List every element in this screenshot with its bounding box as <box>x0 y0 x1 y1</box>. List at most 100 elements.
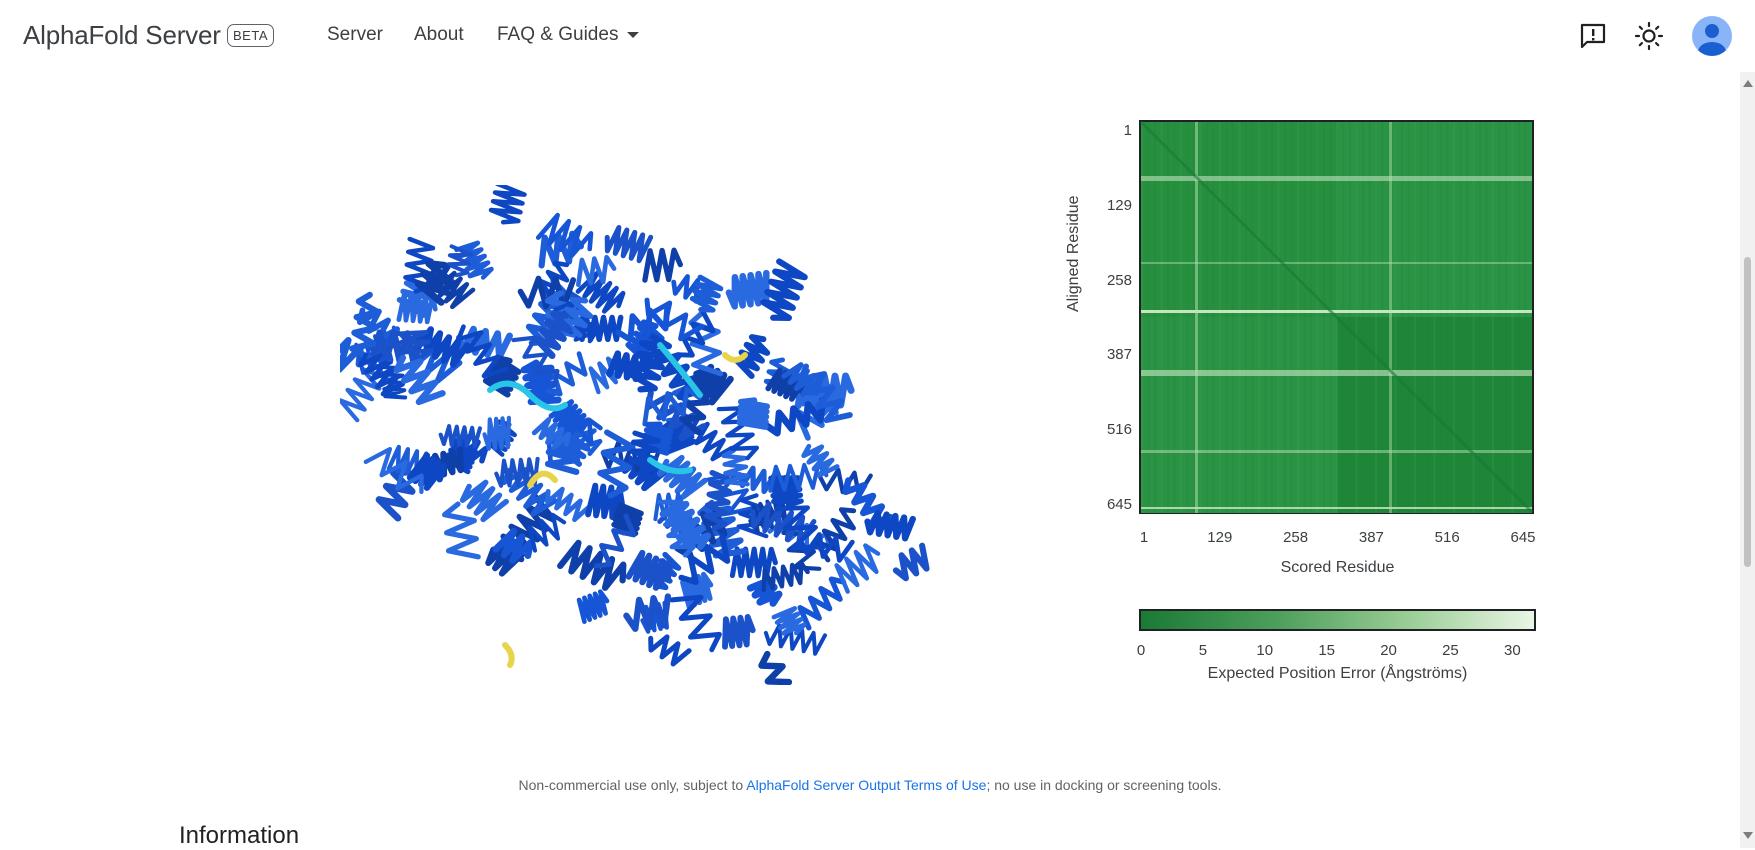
helix-segment <box>482 415 511 451</box>
pae-stripe <box>1303 122 1306 513</box>
pae-block <box>1141 317 1337 513</box>
pae-stripe <box>1290 122 1293 513</box>
scroll-up-icon[interactable] <box>1743 80 1753 87</box>
colorbar-tick-label: 15 <box>1318 642 1335 659</box>
helix-segment <box>736 493 772 539</box>
helix-segment <box>527 512 567 553</box>
helix-segment <box>494 456 540 488</box>
y-tick-label: 516 <box>1106 421 1132 439</box>
strand-segment <box>527 470 558 488</box>
pae-stripe <box>1206 122 1208 513</box>
pae-band <box>1141 176 1532 181</box>
helix-segment <box>729 546 778 579</box>
nav-about[interactable]: About <box>414 24 464 45</box>
scroll-down-icon[interactable] <box>1743 832 1753 839</box>
pae-stripe <box>1362 122 1364 513</box>
pae-stripe <box>1297 122 1299 513</box>
colorbar-tick-label: 20 <box>1380 642 1397 659</box>
helix-segment <box>442 501 481 560</box>
pae-stripe <box>1160 122 1163 513</box>
helix-segment <box>597 429 636 499</box>
beta-badge: BETA <box>227 24 274 47</box>
pae-stripe <box>1381 122 1384 513</box>
terms-link[interactable]: AlphaFold Server Output Terms of Use <box>746 777 987 793</box>
pae-stripe <box>1193 122 1195 513</box>
helix-segment <box>588 356 621 395</box>
pae-colorbar <box>1139 609 1536 631</box>
notice-prefix: Non-commercial use only, subject to <box>518 777 747 793</box>
strand-segment <box>647 457 693 475</box>
helix-segment <box>625 549 673 591</box>
helix-segment <box>363 446 424 495</box>
helix-segment <box>642 386 702 427</box>
helix-segment <box>758 650 799 702</box>
pae-stripe <box>1459 122 1462 513</box>
pae-band <box>1141 450 1532 453</box>
pae-band <box>1195 122 1198 513</box>
helix-segment <box>689 274 724 313</box>
helix-segment <box>736 397 770 430</box>
x-tick-label: 129 <box>1207 529 1233 546</box>
colorbar-tick-label: 25 <box>1442 642 1459 659</box>
pae-stripe <box>1511 122 1514 513</box>
pae-stripe <box>1446 122 1449 513</box>
page-scrollbar[interactable] <box>1740 72 1755 848</box>
nav-server[interactable]: Server <box>327 24 383 45</box>
helix-segment <box>644 297 705 342</box>
helix-segment <box>375 468 416 522</box>
pae-stripe <box>1186 122 1189 513</box>
pae-band <box>1389 122 1392 513</box>
pae-stripe <box>1277 122 1280 513</box>
helix-segment <box>606 350 650 383</box>
brand-title[interactable]: AlphaFold Server <box>23 20 221 50</box>
helix-segment <box>645 390 707 442</box>
helix-segment <box>763 357 793 394</box>
pae-stripe <box>1407 122 1410 513</box>
x-tick-label: 258 <box>1283 529 1309 546</box>
helix-segment <box>349 291 381 363</box>
helix-segment <box>557 539 627 591</box>
protein-structure-viewer[interactable] <box>311 181 930 702</box>
pae-stripe <box>1388 122 1390 513</box>
helix-segment <box>733 334 771 379</box>
pae-stripe <box>1453 122 1455 513</box>
pae-stripe <box>1147 122 1150 513</box>
helix-segment <box>771 606 807 636</box>
scroll-thumb[interactable] <box>1744 257 1751 567</box>
pae-band <box>1141 507 1532 509</box>
pae-stripe <box>1245 122 1247 513</box>
helix-segment <box>764 396 826 437</box>
pae-band <box>1141 310 1532 313</box>
helix-segment <box>642 247 683 283</box>
helix-segment <box>763 623 827 656</box>
information-heading: Information <box>179 822 300 849</box>
pae-stripe <box>1427 122 1429 513</box>
helix-segment <box>488 181 527 225</box>
strand-segment <box>722 352 748 363</box>
theme-toggle-icon[interactable] <box>1631 18 1667 54</box>
usage-notice: Non-commercial use only, subject to Alph… <box>0 777 1740 793</box>
helix-segment <box>721 448 750 487</box>
feedback-icon[interactable] <box>1575 18 1611 54</box>
pae-block <box>1337 122 1532 317</box>
pae-stripe <box>1394 122 1397 513</box>
x-tick-label: 1 <box>1139 529 1149 546</box>
pae-stripe <box>1440 122 1442 513</box>
pae-stripe <box>1141 122 1143 513</box>
pae-stripe <box>1167 122 1169 513</box>
colorbar-tick-label: 0 <box>1136 642 1146 659</box>
helix-segment <box>677 309 716 358</box>
pae-stripe <box>1251 122 1254 513</box>
helix-segment <box>533 310 573 359</box>
account-avatar[interactable] <box>1692 16 1732 56</box>
helix-segment <box>414 260 456 306</box>
nav-faq-guides[interactable]: FAQ & Guides <box>497 24 640 46</box>
pae-stripe <box>1154 122 1156 513</box>
helix-segment <box>703 469 734 531</box>
pae-stripe <box>1368 122 1371 513</box>
helix-segment <box>801 443 840 478</box>
helix-segment <box>492 527 534 564</box>
helix-segment <box>716 406 760 461</box>
pae-stripe <box>1316 122 1319 513</box>
strand-segment <box>487 380 568 412</box>
